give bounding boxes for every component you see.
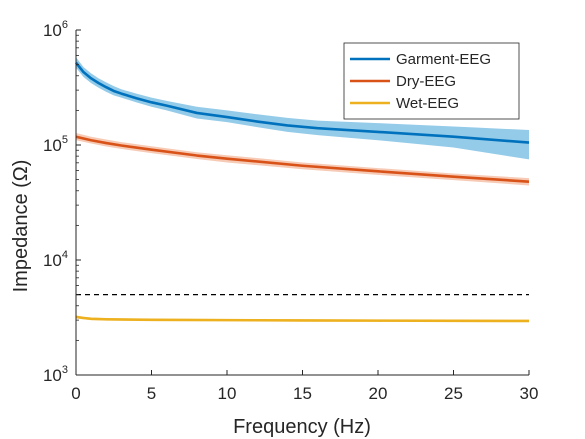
series-lines <box>74 61 530 323</box>
x-axis-label: Frequency (Hz) <box>233 416 371 438</box>
legend: Garment-EEG Dry-EEG Wet-EEG <box>343 42 520 120</box>
x-tick-label: 5 <box>147 384 156 403</box>
y-tick-label: 105 <box>43 134 68 155</box>
x-tick-label: 15 <box>293 384 312 403</box>
x-axis-ticks: 0 5 10 15 20 25 30 <box>71 370 538 403</box>
series-line-wet-eeg <box>75 315 530 323</box>
y-axis-label: Impedance (Ω) <box>10 160 32 293</box>
x-tick-label: 20 <box>369 384 388 403</box>
y-tick-label: 103 <box>43 364 68 385</box>
y-tick-label: 104 <box>43 249 68 270</box>
x-tick-label: 0 <box>71 384 80 403</box>
legend-label: Garment-EEG <box>396 51 491 68</box>
x-tick-label: 30 <box>520 384 539 403</box>
series-line-dry-eeg <box>75 135 530 183</box>
series-line-garment-eeg <box>74 61 530 144</box>
x-tick-label: 10 <box>218 384 237 403</box>
y-axis-ticks: 103 104 105 106 <box>43 19 81 385</box>
x-tick-label: 25 <box>444 384 463 403</box>
band-dry-eeg <box>76 133 529 186</box>
y-tick-label: 106 <box>43 19 68 40</box>
legend-label: Wet-EEG <box>396 95 459 112</box>
legend-label: Dry-EEG <box>396 73 456 90</box>
